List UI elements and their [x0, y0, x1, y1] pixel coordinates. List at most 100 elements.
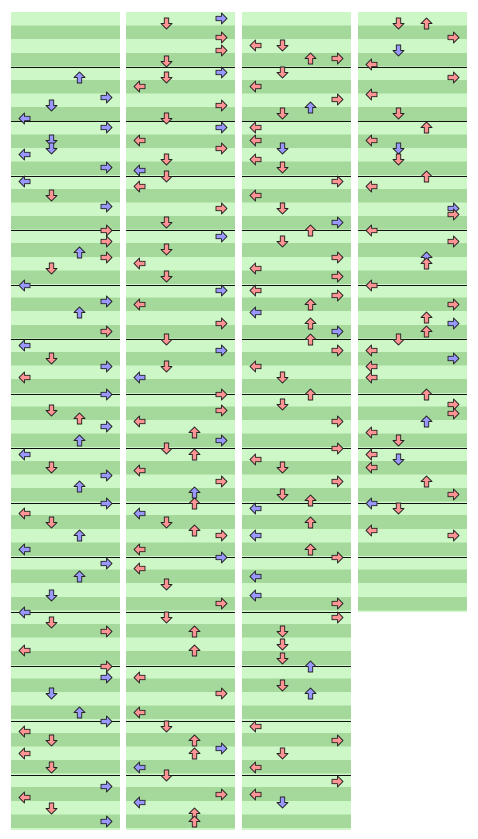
arrow-up-icon — [73, 570, 86, 583]
arrow-down-icon — [276, 638, 289, 651]
measure-line — [11, 175, 120, 177]
arrow-down-icon — [276, 107, 289, 120]
measure-line — [242, 611, 351, 613]
arrow-up-icon — [304, 317, 317, 330]
arrow-down-icon — [276, 488, 289, 501]
arrow-right-icon — [215, 66, 228, 79]
arrow-left-icon — [133, 134, 146, 147]
arrow-right-icon — [447, 352, 460, 365]
arrow-left-icon — [133, 507, 146, 520]
arrow-down-icon — [160, 270, 173, 283]
arrow-up-icon — [304, 333, 317, 346]
arrow-right-icon — [331, 415, 344, 428]
arrow-left-icon — [18, 279, 31, 292]
arrow-left-icon — [18, 644, 31, 657]
arrow-down-icon — [160, 17, 173, 30]
measure-line — [242, 175, 351, 177]
arrow-down-icon — [45, 142, 58, 155]
arrow-right-icon — [100, 715, 113, 728]
arrow-left-icon — [365, 426, 378, 439]
arrow-up-icon — [304, 516, 317, 529]
arrow-left-icon — [249, 189, 262, 202]
arrow-right-icon — [331, 289, 344, 302]
arrow-left-icon — [365, 344, 378, 357]
arrow-right-icon — [331, 52, 344, 65]
chart-column-4 — [358, 12, 467, 612]
arrow-up-icon — [304, 543, 317, 556]
arrow-down-icon — [276, 679, 289, 692]
arrow-left-icon — [249, 502, 262, 515]
arrow-down-icon — [45, 461, 58, 474]
arrow-left-icon — [249, 262, 262, 275]
arrow-down-icon — [45, 404, 58, 417]
arrow-up-icon — [420, 17, 433, 30]
measure-line — [242, 775, 351, 776]
arrow-down-icon — [276, 461, 289, 474]
chart-column-3 — [242, 12, 351, 830]
arrow-right-icon — [100, 497, 113, 510]
arrow-up-icon — [188, 497, 201, 510]
arrow-down-icon — [276, 625, 289, 638]
arrow-left-icon — [18, 747, 31, 760]
measure-line — [242, 339, 351, 340]
arrow-right-icon — [215, 742, 228, 755]
arrow-up-icon — [73, 306, 86, 319]
arrow-down-icon — [160, 333, 173, 346]
arrow-down-icon — [392, 142, 405, 155]
arrow-right-icon — [331, 734, 344, 747]
arrow-down-icon — [392, 434, 405, 447]
arrow-left-icon — [18, 448, 31, 461]
arrow-left-icon — [133, 80, 146, 93]
arrow-left-icon — [249, 788, 262, 801]
measure-line — [242, 557, 351, 558]
arrow-left-icon — [18, 606, 31, 619]
arrow-down-icon — [392, 453, 405, 466]
arrow-left-icon — [18, 339, 31, 352]
measure-line — [11, 230, 120, 231]
arrow-right-icon — [215, 31, 228, 44]
arrow-right-icon — [215, 121, 228, 134]
arrow-left-icon — [133, 706, 146, 719]
arrow-right-icon — [215, 142, 228, 155]
arrow-right-icon — [215, 99, 228, 112]
arrow-up-icon — [304, 101, 317, 114]
arrow-down-icon — [276, 371, 289, 384]
measure-line — [358, 393, 467, 395]
arrow-down-icon — [276, 66, 289, 79]
measure-line — [11, 66, 120, 68]
arrow-down-icon — [276, 39, 289, 52]
arrow-right-icon — [100, 388, 113, 401]
arrow-down-icon — [160, 769, 173, 782]
arrow-down-icon — [392, 333, 405, 346]
arrow-up-icon — [73, 412, 86, 425]
measure-line — [358, 502, 467, 504]
arrow-right-icon — [447, 407, 460, 420]
arrow-right-icon — [100, 91, 113, 104]
arrow-down-icon — [160, 112, 173, 125]
arrow-left-icon — [249, 134, 262, 147]
arrow-up-icon — [420, 475, 433, 488]
arrow-right-icon — [331, 175, 344, 188]
arrow-left-icon — [365, 448, 378, 461]
arrow-down-icon — [45, 134, 58, 147]
arrow-down-icon — [276, 161, 289, 174]
measure-line — [11, 448, 120, 449]
arrow-up-icon — [73, 246, 86, 259]
arrow-down-icon — [392, 107, 405, 120]
arrow-right-icon — [215, 344, 228, 357]
arrow-up-icon — [420, 325, 433, 338]
arrow-up-icon — [304, 687, 317, 700]
arrow-right-icon — [215, 12, 228, 25]
arrow-left-icon — [365, 58, 378, 71]
arrow-down-icon — [392, 502, 405, 515]
measure-line — [11, 284, 120, 286]
arrow-down-icon — [276, 235, 289, 248]
arrow-up-icon — [188, 426, 201, 439]
arrow-down-icon — [45, 189, 58, 202]
arrow-up-icon — [73, 434, 86, 447]
arrow-down-icon — [276, 796, 289, 809]
arrow-down-icon — [160, 170, 173, 183]
arrow-right-icon — [447, 488, 460, 501]
arrow-up-icon — [420, 170, 433, 183]
arrow-right-icon — [215, 44, 228, 57]
